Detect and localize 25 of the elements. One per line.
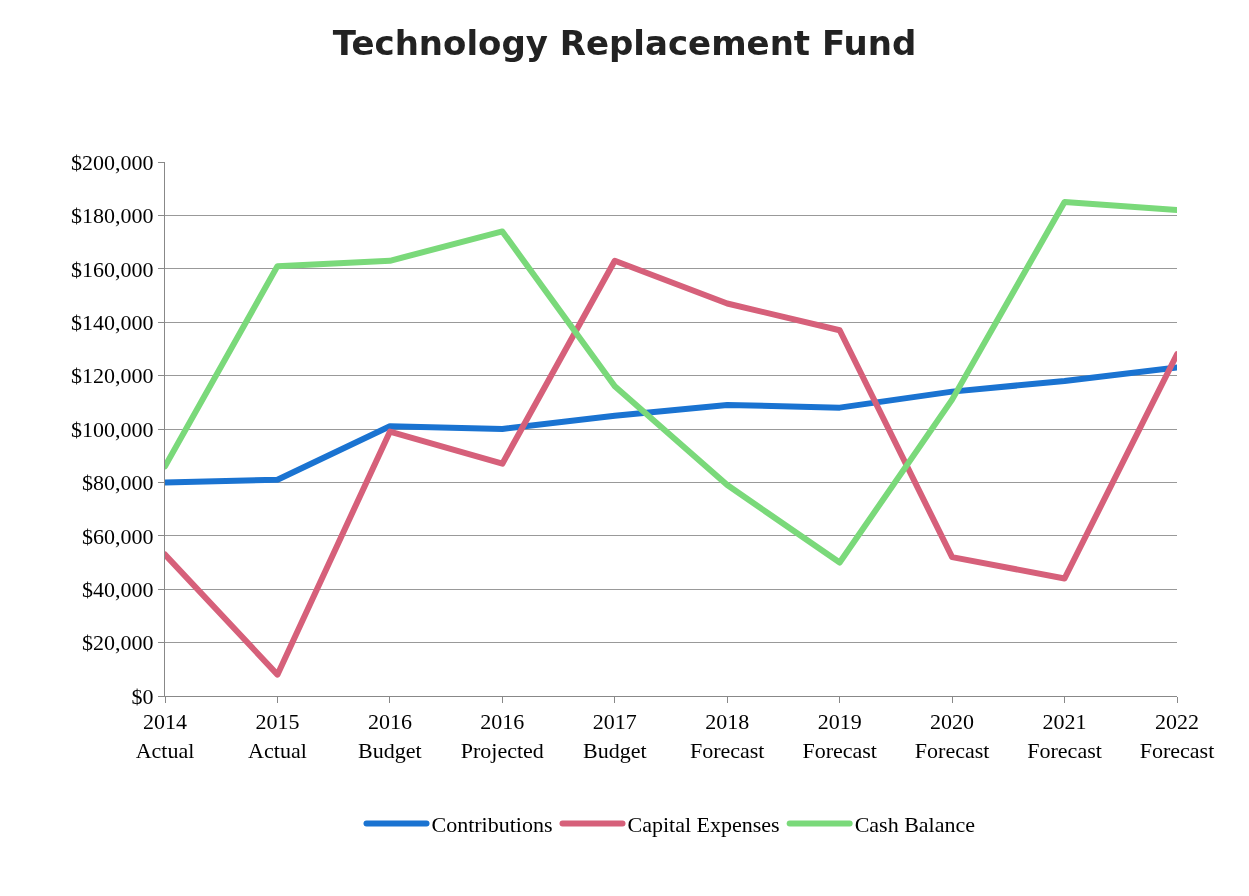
x-tick-label: 2018 Forecast <box>689 709 765 763</box>
x-tick-label: 2016 Budget <box>358 709 422 763</box>
y-tick-label: $120,000 <box>71 363 154 389</box>
x-tick-label: 2017 Budget <box>583 709 647 763</box>
x-tick-label: 2022 Forecast <box>1139 709 1215 763</box>
x-tick-label: 2019 Forecast <box>802 709 877 763</box>
x-tick-label: 2014 Actual <box>135 709 195 763</box>
legend-label: Contributions <box>431 812 553 838</box>
y-tick-label: $60,000 <box>82 523 154 549</box>
y-tick-label: $40,000 <box>82 576 154 602</box>
y-tick-label: $80,000 <box>82 470 154 496</box>
y-tick-label: $20,000 <box>82 630 154 656</box>
x-tick-label: 2020 Forecast <box>914 709 990 763</box>
y-tick-label: $200,000 <box>71 149 154 175</box>
y-tick-label: $140,000 <box>71 309 154 335</box>
chart-title: Technology Replacement Fund <box>332 23 917 64</box>
legend-label: Cash Balance <box>854 812 976 838</box>
y-tick-label: $0 <box>131 683 154 709</box>
y-tick-label: $160,000 <box>71 256 154 282</box>
x-tick-label: 2016 Projected <box>460 709 544 763</box>
x-tick-label: 2021 Forecast <box>1027 709 1102 763</box>
y-tick-label: $180,000 <box>71 203 154 229</box>
y-tick-label: $100,000 <box>71 416 154 442</box>
legend-label: Capital Expenses <box>627 812 780 838</box>
x-tick-label: 2015 Actual <box>248 709 307 763</box>
